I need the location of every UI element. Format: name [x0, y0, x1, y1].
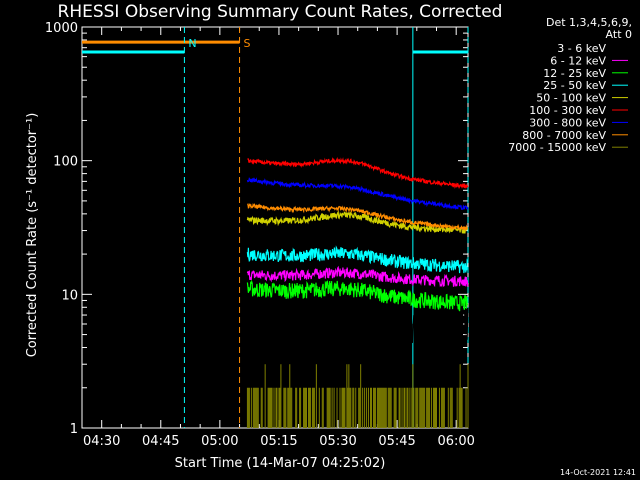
legend-label: 50 - 100 keV [536, 92, 606, 105]
x-axis-label: Start Time (14-Mar-07 04:25:02) [175, 456, 386, 471]
chart-title: RHESSI Observing Summary Count Rates, Co… [58, 2, 503, 22]
x-tick-label: 04:45 [142, 434, 179, 449]
legend-label: 25 - 50 keV [543, 79, 606, 92]
x-tick-label: 05:30 [319, 434, 356, 449]
y-tick-label: 100 [53, 155, 78, 170]
series-line [247, 157, 469, 190]
night-marker-label: N [188, 37, 196, 50]
x-tick-label: 05:00 [201, 434, 238, 449]
series-line [246, 265, 469, 288]
x-tick-label: 06:00 [437, 434, 474, 449]
y-axis-label: Corrected Count Rate (s⁻¹ detector⁻¹) [25, 113, 40, 358]
x-tick-label: 05:15 [260, 434, 297, 449]
footer-date: 14-Oct-2021 12:41 [560, 468, 636, 477]
legend-header: Det 1,3,4,5,6,9, [546, 16, 632, 29]
legend-label: 7000 - 15000 keV [508, 141, 606, 154]
x-axis: 04:30 04:45 05:00 05:15 05:30 05:45 06:00 [81, 27, 475, 449]
x-tick-label: 05:45 [378, 434, 415, 449]
saa-marker-label: S [244, 37, 251, 50]
legend-label: 300 - 800 keV [529, 116, 606, 129]
y-tick-label: 10 [61, 288, 78, 303]
legend-label: 3 - 6 keV [557, 42, 606, 55]
x-tick-label: 04:30 [83, 434, 120, 449]
y-tick-label: 1000 [45, 21, 78, 36]
series-line [246, 245, 469, 274]
legend-header: Att 0 [606, 28, 632, 41]
y-axis: 1 10 100 1000 [45, 21, 468, 437]
series-line [247, 202, 469, 232]
series-line [246, 209, 468, 234]
series-line [246, 177, 469, 210]
legend-label: 6 - 12 keV [550, 54, 606, 67]
series-line [246, 279, 469, 312]
legend-label: 12 - 25 keV [543, 67, 606, 80]
series-group [246, 157, 469, 428]
legend-label: 100 - 300 keV [529, 104, 606, 117]
y-tick-label: 1 [70, 422, 78, 437]
series-line [246, 280, 469, 371]
legend-label: 800 - 7000 keV [522, 129, 606, 142]
